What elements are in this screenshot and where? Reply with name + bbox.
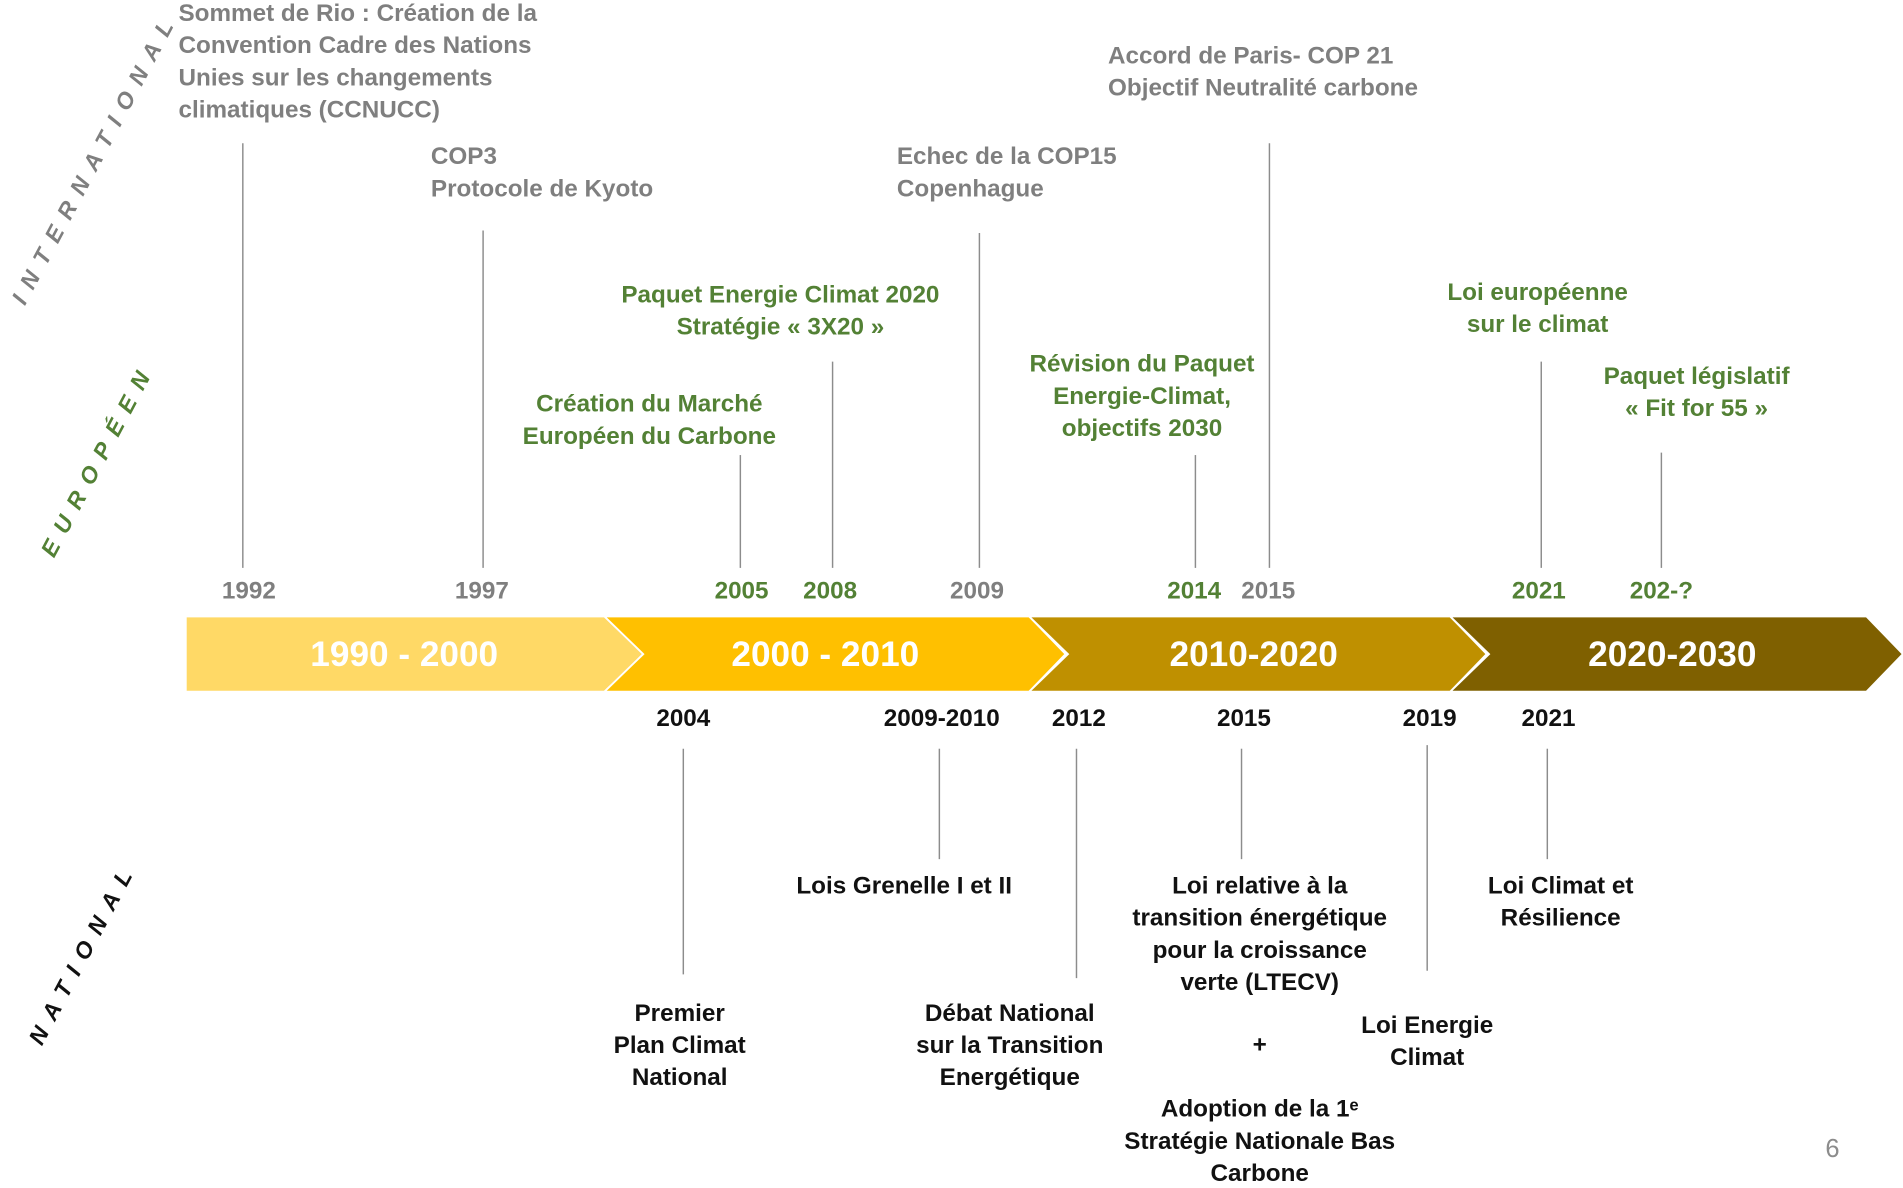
event-text: Carbone (1211, 1160, 1309, 1187)
event-text: Objectif Neutralité carbone (1108, 75, 1418, 102)
event-text: Energie-Climat, (1053, 383, 1231, 410)
event-text: climatiques (CCNUCC) (179, 96, 440, 123)
event-text: Loi Energie (1361, 1012, 1493, 1039)
event-year: 2009 (950, 578, 1004, 605)
event-year: 2012 (1052, 705, 1106, 732)
event-year: 2015 (1241, 578, 1295, 605)
side-label-european: EUROPÉEN (35, 357, 161, 561)
event-plus: + (1253, 1031, 1267, 1058)
event-text: Sommet de Rio : Création de la (179, 0, 538, 27)
event-year: 2021 (1522, 705, 1576, 732)
event-text: Lois Grenelle I et II (796, 872, 1012, 899)
event-text: Création du Marché (536, 391, 762, 418)
period-label: 2010-2020 (1170, 635, 1338, 674)
event-year: 2005 (715, 578, 769, 605)
page-number: 6 (1825, 1135, 1839, 1163)
event-text: Résilience (1501, 905, 1621, 932)
event-text: Paquet Energie Climat 2020 (621, 281, 939, 308)
event-year: 2014 (1167, 578, 1221, 605)
event-year: 202-? (1630, 578, 1693, 605)
event-year: 2009-2010 (884, 705, 1000, 732)
event-text: sur le climat (1467, 311, 1609, 338)
event-text: « Fit for 55 » (1625, 395, 1768, 422)
event-text: verte (LTECV) (1180, 969, 1339, 996)
period-label: 2020-2030 (1588, 635, 1756, 674)
event-text: Plan Climat (614, 1032, 746, 1059)
event-text: pour la croissance (1153, 937, 1367, 964)
side-label-national: NATIONAL (23, 856, 142, 1049)
event-text: Convention Cadre des Nations (179, 32, 532, 59)
event-text: COP3 (431, 143, 497, 170)
event-year: 1992 (222, 578, 276, 605)
event-text: Copenhague (897, 175, 1044, 202)
event-text: Loi Climat et (1488, 872, 1634, 899)
event-year: 1997 (455, 578, 509, 605)
event-text: Stratégie « 3X20 » (677, 314, 885, 341)
event-text: Energétique (940, 1064, 1080, 1091)
event-year: 2008 (803, 578, 857, 605)
event-year: 2004 (656, 705, 710, 732)
event-text: Européen du Carbone (523, 423, 776, 450)
event-year: 2019 (1403, 705, 1457, 732)
event-text: Débat National (925, 1000, 1095, 1027)
event-text: sur la Transition (916, 1032, 1103, 1059)
event-text: objectifs 2030 (1062, 415, 1222, 442)
event-text: Echec de la COP15 (897, 143, 1117, 170)
period-label: 2000 - 2010 (731, 635, 919, 674)
event-year: 2021 (1512, 578, 1566, 605)
side-label-international: INTERNATIONAL (6, 6, 183, 308)
event-text: Paquet législatif (1604, 363, 1791, 390)
event-text: Stratégie Nationale Bas (1124, 1128, 1395, 1155)
event-year: 2015 (1217, 705, 1271, 732)
event-text: Climat (1390, 1044, 1464, 1071)
event-text: transition énergétique (1132, 905, 1387, 932)
period-label: 1990 - 2000 (310, 635, 498, 674)
event-text: Unies sur les changements (179, 64, 493, 91)
event-text: Révision du Paquet (1030, 351, 1255, 378)
event-text: Loi relative à la (1172, 872, 1348, 899)
event-text: Accord de Paris- COP 21 (1108, 42, 1393, 69)
event-text: Premier (635, 1000, 726, 1027)
event-text: Protocole de Kyoto (431, 175, 653, 202)
event-text: Adoption de la 1ᵉ (1161, 1096, 1359, 1123)
period-segment (1447, 615, 1903, 693)
event-text: National (632, 1064, 728, 1091)
event-text: Loi européenne (1447, 279, 1628, 306)
